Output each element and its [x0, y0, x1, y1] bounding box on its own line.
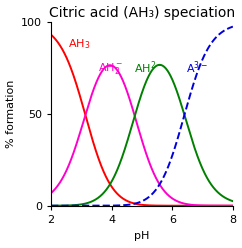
Y-axis label: % formation: % formation — [6, 80, 15, 148]
Text: AH$_2^-$: AH$_2^-$ — [98, 61, 123, 75]
Text: pH: pH — [134, 231, 150, 241]
Text: AH$^{2-}$: AH$^{2-}$ — [135, 60, 165, 76]
Text: A$^{3-}$: A$^{3-}$ — [186, 60, 208, 76]
Text: AH$_3$: AH$_3$ — [68, 37, 90, 51]
Title: Citric acid (AH₃) speciation: Citric acid (AH₃) speciation — [49, 5, 235, 20]
